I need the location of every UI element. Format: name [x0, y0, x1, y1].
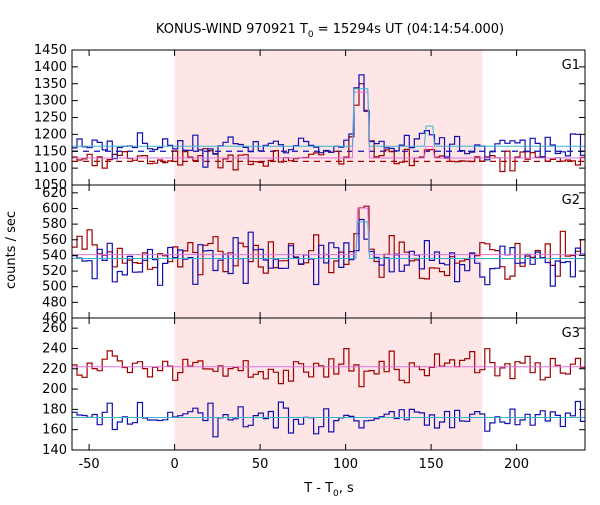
y-tick-label: 1350 [34, 77, 67, 92]
y-tick-label: 480 [42, 295, 67, 310]
y-tick-label: 540 [42, 248, 67, 263]
series-blue-step [72, 400, 585, 438]
series-blue-step [72, 218, 585, 287]
x-tick-label: 100 [333, 457, 358, 472]
panel-label-g1: G1 [562, 58, 580, 73]
y-tick-label: 1150 [34, 144, 67, 159]
y-tick-label: 260 [42, 321, 67, 336]
fit-line-cyan [72, 88, 585, 147]
y-tick-label: 140 [42, 443, 67, 458]
fit-line-cyan [72, 221, 585, 259]
x-tick-label: 150 [419, 457, 444, 472]
y-tick-label: 200 [42, 382, 67, 397]
panel-g3: 140 160 180 200 220 240 260 G3 [42, 317, 586, 458]
x-tick-label: 200 [504, 457, 529, 472]
y-tick-label: 500 [42, 280, 67, 295]
y-tick-label: 1400 [34, 60, 67, 75]
y-tick-label: 1300 [34, 94, 67, 109]
chart-title: KONUS-WIND 970921 T0 = 15294s UT (04:14:… [156, 22, 504, 40]
y-tick-label: 600 [42, 201, 67, 216]
y-tick-label: 460 [42, 311, 67, 326]
series-red-step [72, 348, 585, 388]
y-axis-label: counts / sec [4, 211, 19, 289]
plot-area: 105011001150120012501300135014001450G146… [34, 43, 586, 472]
x-tick-label: 0 [170, 457, 178, 472]
y-tick-label: 180 [42, 402, 67, 417]
y-tick-label: 240 [42, 341, 67, 356]
fit-line-pink [72, 207, 585, 256]
x-tick-label: -50 [78, 457, 99, 472]
x-tick-label: 50 [252, 457, 269, 472]
y-tick-label: 160 [42, 423, 67, 438]
x-axis-label: T - T0, s [303, 481, 354, 499]
y-tick-label: 1100 [34, 161, 67, 176]
y-tick-label: 520 [42, 264, 67, 279]
y-tick-label: 1450 [34, 43, 67, 58]
panel-label-g2: G2 [562, 193, 580, 208]
y-tick-label: 560 [42, 233, 67, 248]
fit-line-pink [72, 91, 585, 159]
panel-frame [71, 317, 586, 451]
y-tick-label: 1250 [34, 111, 67, 126]
y-tick-label: 620 [42, 186, 67, 201]
y-tick-label: 1200 [34, 127, 67, 142]
series-blue-step [72, 74, 585, 168]
panel-label-g3: G3 [562, 326, 580, 341]
y-tick-label: 1050 [34, 178, 67, 193]
y-tick-label: 580 [42, 217, 67, 232]
y-tick-label: 220 [42, 362, 67, 377]
